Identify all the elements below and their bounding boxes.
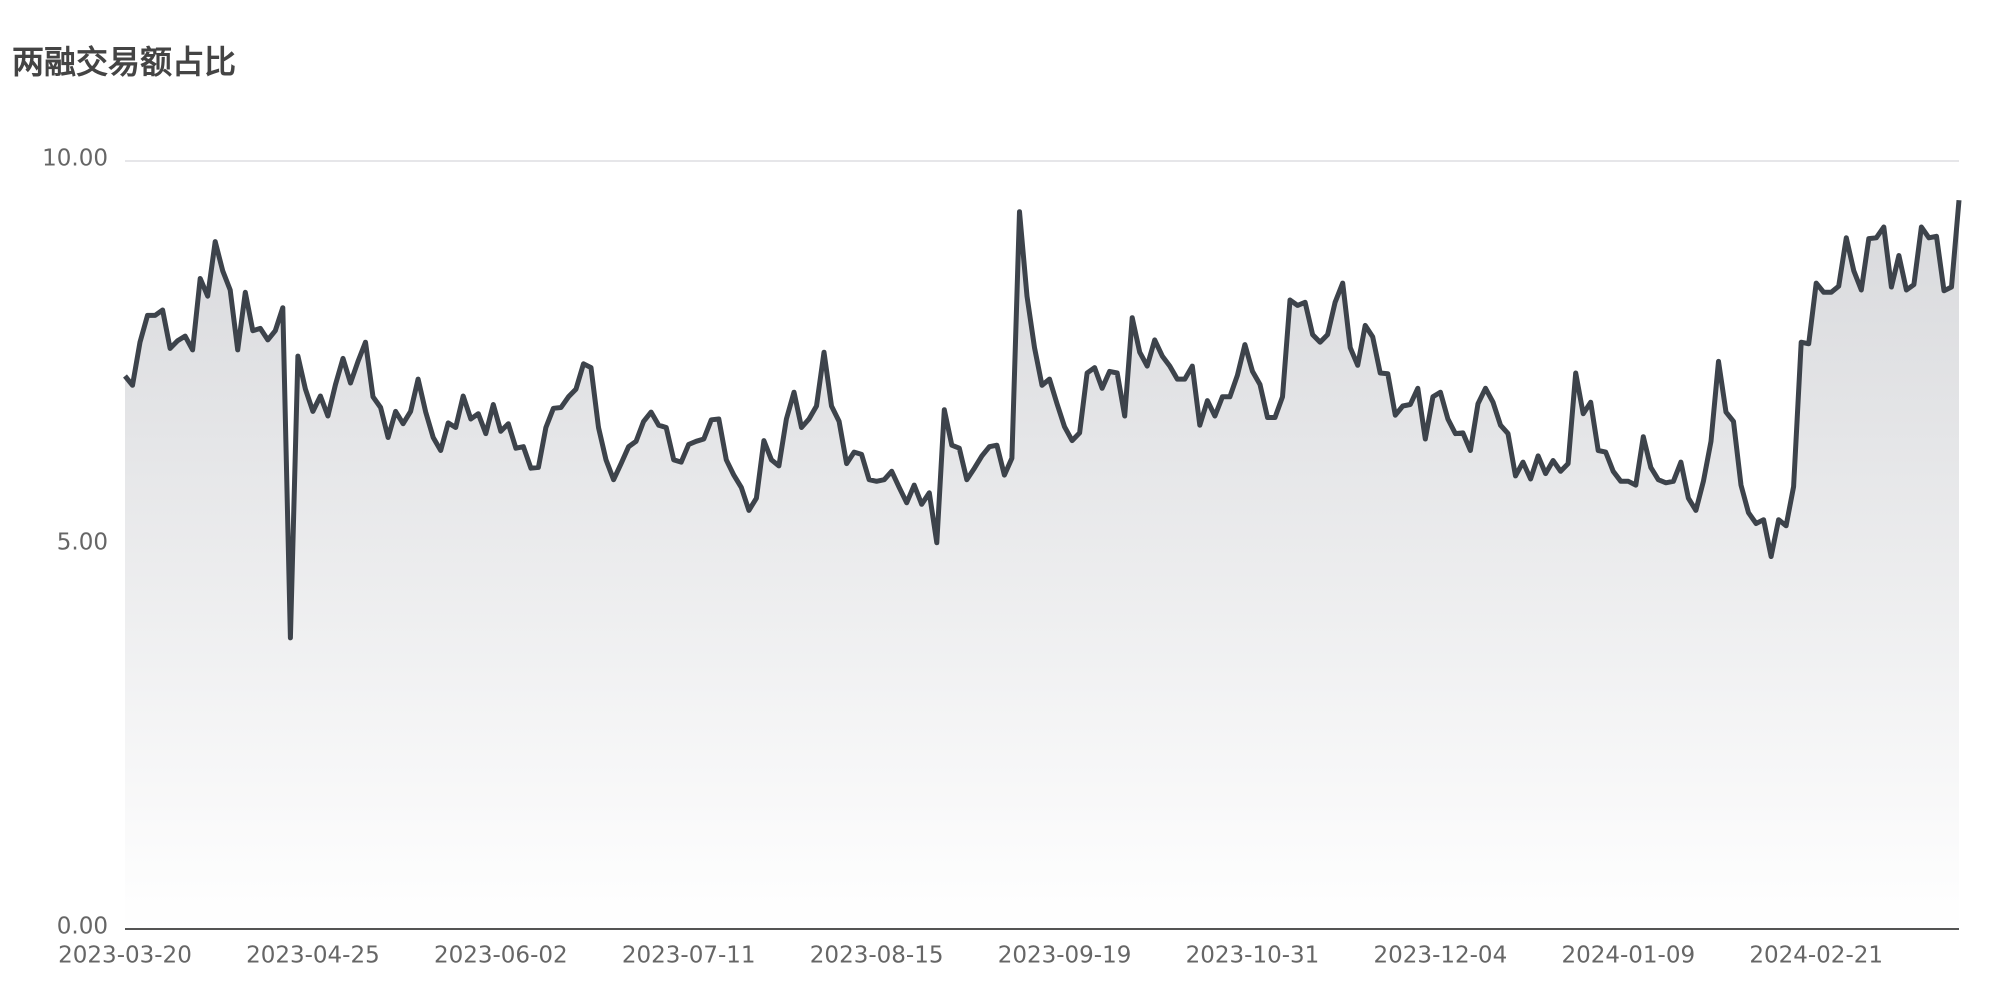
y-tick-label: 0.00 — [57, 914, 108, 940]
line — [123, 199, 1962, 641]
x-tick-label: 2023-03-20 — [58, 943, 192, 969]
x-tick-label: 2023-04-25 — [246, 943, 380, 969]
x-tick-label: 2023-09-19 — [998, 943, 1132, 969]
x-tick-label: 2023-12-04 — [1374, 943, 1508, 969]
x-tick-label: 2024-02-21 — [1749, 943, 1883, 969]
y-tick-label: 10.00 — [42, 146, 108, 172]
x-tick-label: 2024-01-09 — [1561, 943, 1695, 969]
x-tick-label: 2023-07-11 — [622, 943, 756, 969]
y-tick-label: 5.00 — [57, 530, 108, 556]
area — [125, 200, 1959, 929]
x-tick-label: 2023-10-31 — [1186, 943, 1320, 969]
x-tick-label: 2023-06-02 — [434, 943, 568, 969]
x-tick-label: 2023-08-15 — [810, 943, 944, 969]
chart-title: 两融交易额占比 — [12, 43, 236, 81]
